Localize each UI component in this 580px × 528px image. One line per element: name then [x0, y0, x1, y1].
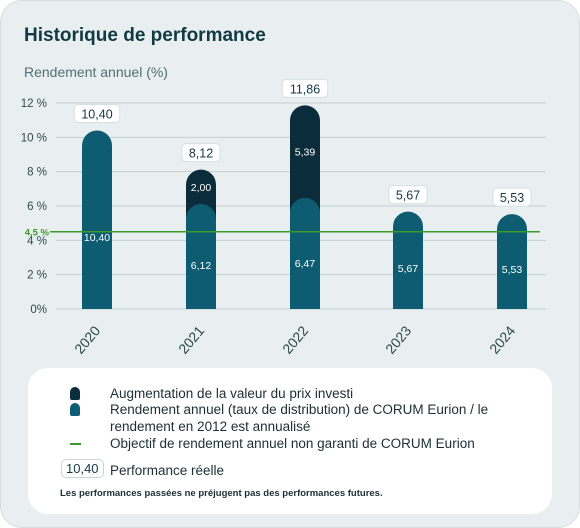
bar-increase-label: 5,39: [295, 147, 316, 159]
total-label-box: [388, 185, 428, 205]
x-tick-label: 2024: [486, 322, 518, 356]
legend-swatch-increase: [70, 387, 80, 400]
x-tick-label: 2021: [175, 322, 207, 356]
total-label: 11,86: [290, 82, 320, 96]
total-label: 10,40: [81, 107, 112, 121]
total-label-box: [73, 103, 121, 123]
y-tick-label: 8 %: [27, 167, 47, 179]
bar-value-label: 5,67: [398, 263, 419, 275]
total-label-box: [492, 187, 532, 207]
y-tick-label: 12 %: [21, 98, 47, 110]
bar-segment-yield: [186, 203, 216, 309]
bar-value-label: 6,47: [295, 258, 316, 270]
bar-segment-yield: [290, 197, 320, 309]
legend-label-yield: Rendement annuel (taux de distribution) …: [110, 402, 489, 434]
y-tick-label: 2 %: [27, 270, 47, 282]
total-label-box: [181, 143, 221, 163]
total-label: 5,53: [500, 191, 524, 205]
bar-value-label: 5,53: [502, 264, 523, 276]
total-label: 5,67: [396, 189, 420, 203]
legend-swatch-yield: [70, 403, 80, 416]
legend-label-objective: Objectif de rendement annuel non garanti…: [110, 436, 475, 451]
x-tick-label: 2022: [279, 322, 311, 356]
total-label: 8,12: [189, 147, 213, 161]
objective-label: 4,5 %: [25, 227, 50, 238]
y-tick-label: 10 %: [21, 132, 47, 144]
y-axis-label: Rendement annuel (%): [24, 64, 168, 80]
bar-segment-yield: [393, 211, 423, 309]
bar-value-label: 10,40: [84, 232, 110, 244]
bar-segment-yield: [82, 130, 112, 309]
bar-segment-increase: [290, 105, 320, 213]
legend-panel: Augmentation de la valeur du prix invest…: [28, 368, 552, 514]
x-tick-label: 2020: [71, 322, 103, 356]
page-title: Historique de performance: [24, 25, 266, 46]
bar-increase-label: 2,00: [191, 182, 212, 194]
legend-swatch-objective: [70, 443, 81, 445]
legend-label-increase: Augmentation de la valeur du prix invest…: [110, 386, 354, 401]
bar-value-label: 6,12: [191, 260, 212, 272]
y-tick-label: 6 %: [27, 201, 47, 213]
y-tick-label: 0%: [30, 304, 47, 316]
x-tick-label: 2023: [382, 322, 414, 356]
performance-chart: 0% 2 % 4 % 6 % 8 % 10 % 12 % 10,40 10,40 2020 6,12…: [21, 78, 546, 357]
total-label-box: [281, 78, 329, 98]
legend-perf-box: 10,40: [61, 459, 104, 478]
bar-segment-yield: [497, 214, 527, 309]
disclaimer-note: Les performances passées ne préjugent pa…: [60, 488, 383, 499]
legend-label-perf: Performance réelle: [110, 463, 225, 478]
y-tick-label: 4 %: [27, 235, 47, 247]
